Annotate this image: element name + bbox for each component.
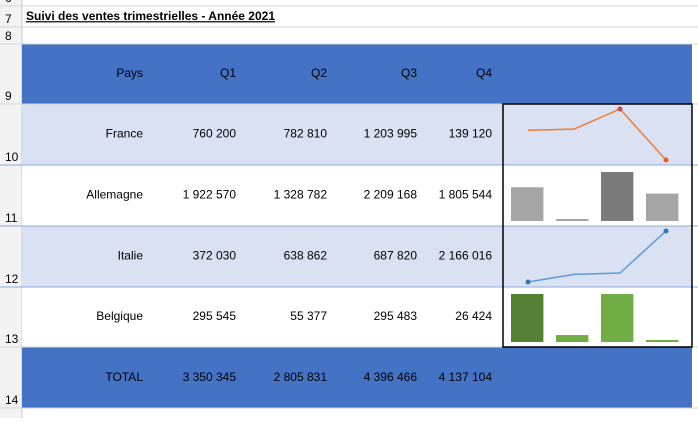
- cell-value: 1 805 544: [439, 188, 493, 202]
- row-number: 13: [5, 332, 19, 346]
- cell-value: 2 209 168: [364, 188, 418, 202]
- country: Italie: [118, 249, 144, 263]
- sparkline-high: [663, 228, 669, 234]
- header-row: [22, 44, 692, 104]
- total-value: 4 137 104: [439, 370, 493, 384]
- sparkline-column: [556, 335, 589, 342]
- cell-value: 687 820: [374, 249, 418, 263]
- cell-value: 139 120: [449, 127, 493, 141]
- sparkline-border: [502, 103, 693, 348]
- column-header: Q1: [220, 66, 236, 80]
- cell-value: 1 203 995: [364, 127, 418, 141]
- row-bg: [22, 226, 692, 287]
- cell-value: 2 166 016: [439, 249, 493, 263]
- row-number: 8: [5, 29, 12, 43]
- cell-value: 638 862: [284, 249, 328, 263]
- total-value: 4 396 466: [364, 370, 418, 384]
- country: Belgique: [96, 309, 143, 323]
- row-number: 11: [5, 211, 18, 225]
- row-number: 7: [5, 12, 12, 26]
- total-value: 3 350 345: [183, 370, 237, 384]
- total-value: 2 805 831: [274, 370, 328, 384]
- sparkline-line: [527, 108, 667, 161]
- cell-value: 1 328 782: [274, 188, 328, 202]
- row-header-column: [0, 0, 22, 418]
- cell-value: 295 545: [193, 309, 237, 323]
- sheet-title: Suivi des ventes trimestrielles - Année …: [26, 9, 275, 23]
- row-number: 10: [5, 150, 19, 164]
- column-header: Q2: [311, 66, 327, 80]
- column-header: Q4: [476, 66, 492, 80]
- column-header: Pays: [116, 66, 143, 80]
- sparkline-column: [511, 187, 544, 221]
- sparkline-column: [646, 193, 679, 221]
- sparkline-high: [617, 106, 623, 112]
- country: Allemagne: [86, 188, 143, 202]
- sparkline-line: [527, 230, 667, 283]
- cell-value: 55 377: [290, 309, 327, 323]
- sparkline-column: [646, 340, 679, 342]
- sparkline-low: [663, 157, 669, 163]
- row-number: 14: [5, 393, 19, 407]
- cell-value: 295 483: [374, 309, 418, 323]
- cell-value: 372 030: [193, 249, 237, 263]
- row-number: 12: [5, 272, 19, 286]
- cell-value: 760 200: [193, 127, 237, 141]
- sparkline-low: [525, 279, 531, 285]
- sparkline-column: [601, 294, 634, 342]
- total-label: TOTAL: [105, 370, 143, 384]
- country: France: [106, 127, 144, 141]
- row-number: 9: [5, 89, 12, 103]
- row-bg: [22, 165, 692, 226]
- column-header: Q3: [401, 66, 417, 80]
- cell-value: 782 810: [284, 127, 328, 141]
- sparkline-column: [511, 294, 544, 342]
- cell-value: 1 922 570: [183, 188, 237, 202]
- sparkline-column: [601, 172, 634, 221]
- cell-value: 26 424: [455, 309, 492, 323]
- row-bg: [22, 104, 692, 165]
- total-row: [22, 347, 692, 408]
- row-number: 6: [5, 0, 12, 5]
- sparkline-column: [556, 219, 589, 221]
